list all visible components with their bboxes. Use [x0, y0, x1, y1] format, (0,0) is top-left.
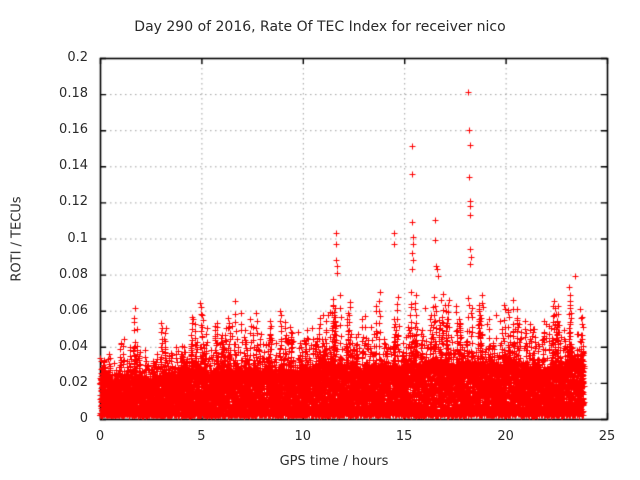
chart-title: Day 290 of 2016, Rate Of TEC Index for r… — [134, 19, 506, 35]
y-tick-label: 0.16 — [59, 122, 88, 138]
x-tick-label: 5 — [197, 429, 206, 444]
x-tick-label: 0 — [95, 429, 105, 444]
y-tick-label: 0.04 — [59, 338, 88, 354]
x-tick-label: 20 — [497, 429, 514, 444]
y-axis-label: ROTI / TECUs — [9, 196, 25, 282]
x-tick-label: 10 — [294, 429, 312, 444]
y-tick-label: 0.2 — [67, 50, 88, 65]
y-tick-label: 0.14 — [59, 158, 88, 174]
y-tick-label: 0.12 — [59, 194, 88, 210]
y-tick-label: 0.18 — [59, 86, 88, 102]
x-tick-label: 15 — [395, 429, 413, 444]
y-tick-label: 0.08 — [59, 266, 88, 282]
x-axis-label: GPS time / hours — [279, 454, 389, 469]
y-tick-label: 0 — [79, 411, 88, 426]
y-tick-label: 0.1 — [67, 230, 88, 246]
x-tick-label: 25 — [598, 429, 616, 444]
y-tick-label: 0.02 — [59, 374, 88, 390]
y-tick-label: 0.06 — [59, 302, 88, 318]
